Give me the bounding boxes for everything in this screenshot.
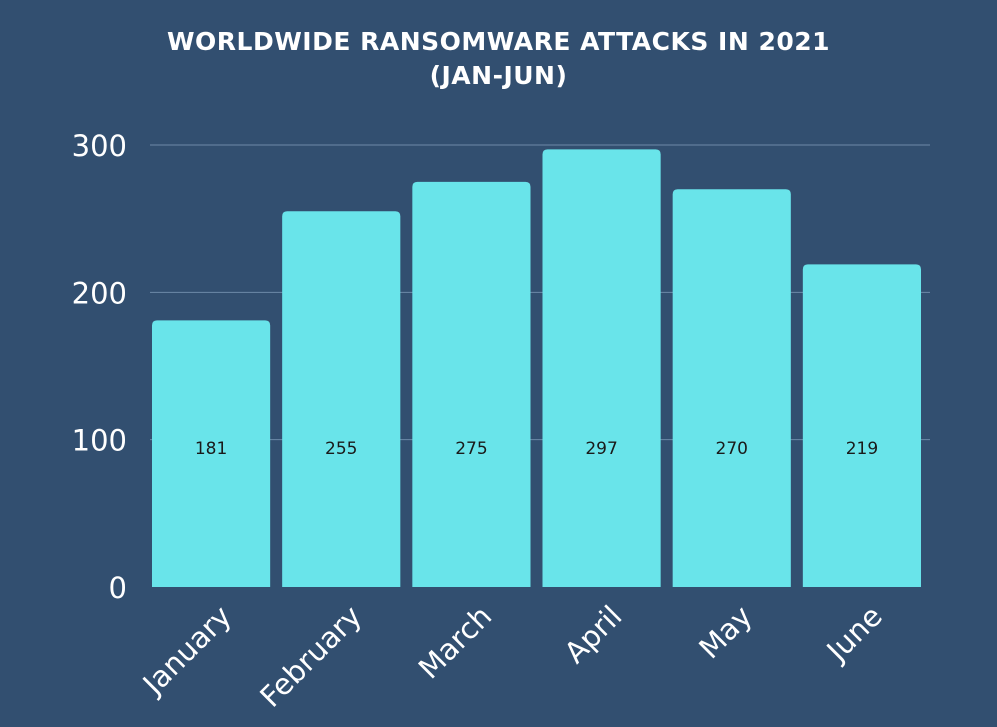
chart-subtitle: (JAN-JUN) — [429, 61, 568, 90]
y-tick-label: 100 — [72, 424, 127, 458]
x-tick-label: May — [692, 599, 758, 665]
bar — [152, 320, 271, 587]
data-label: 275 — [455, 439, 487, 459]
x-tick-label: April — [558, 599, 629, 670]
y-tick-label: 200 — [72, 276, 127, 310]
y-tick-label: 300 — [72, 129, 127, 163]
x-tick-label: January — [135, 599, 238, 702]
data-label: 297 — [585, 439, 617, 459]
x-tick-label: March — [412, 599, 499, 686]
bar — [542, 149, 661, 588]
bar — [672, 189, 791, 587]
bar — [282, 211, 401, 588]
x-tick-label: June — [819, 599, 889, 669]
x-tick-label: February — [253, 599, 368, 714]
bar — [412, 181, 531, 588]
data-label: 255 — [325, 439, 357, 459]
chart-title: WORLDWIDE RANSOMWARE ATTACKS IN 2021 — [166, 27, 831, 56]
y-tick-label: 0 — [109, 571, 127, 605]
data-label: 181 — [195, 439, 227, 459]
data-label: 219 — [846, 439, 878, 459]
bar — [802, 264, 921, 587]
data-label: 270 — [716, 439, 748, 459]
